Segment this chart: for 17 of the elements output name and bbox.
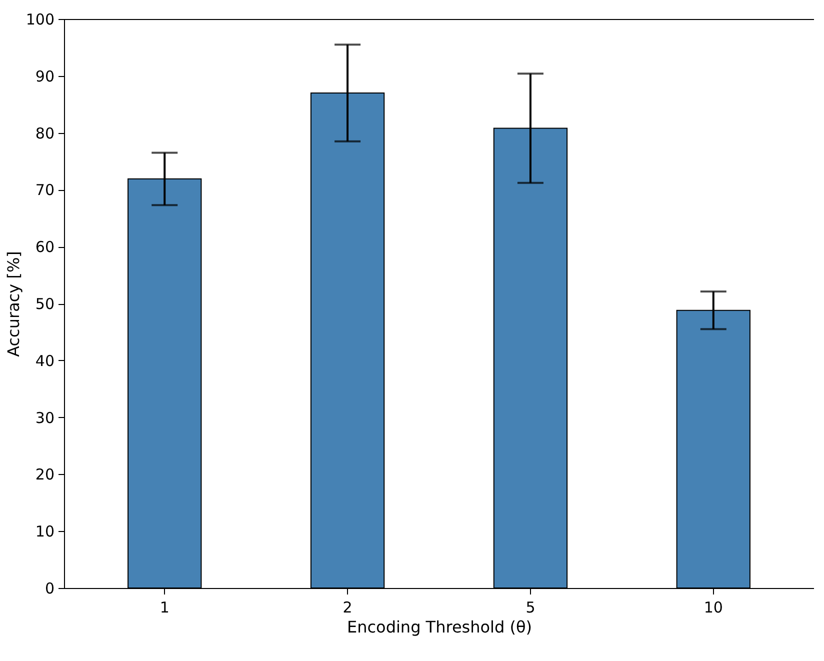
- y-tick-label: 80: [35, 124, 54, 142]
- x-axis-title: Encoding Threshold (θ): [346, 618, 532, 636]
- x-tick-label: 10: [704, 598, 723, 616]
- x-tick-label: 1: [160, 598, 170, 616]
- x-tick-label: 2: [342, 598, 352, 616]
- y-tick-label: 50: [35, 295, 54, 313]
- x-tick-label: 5: [526, 598, 536, 616]
- y-tick-label: 20: [35, 466, 54, 484]
- y-tick-label: 90: [35, 67, 54, 86]
- y-axis-title: Accuracy [%]: [4, 251, 23, 357]
- y-tick-label: 100: [26, 10, 54, 28]
- y-tick-label: 60: [35, 238, 54, 256]
- y-tick-label: 70: [35, 181, 54, 200]
- y-tick-label: 40: [35, 352, 54, 370]
- y-tick-label: 0: [44, 580, 54, 598]
- y-tick-label: 10: [35, 522, 54, 541]
- y-tick-label: 30: [35, 408, 54, 427]
